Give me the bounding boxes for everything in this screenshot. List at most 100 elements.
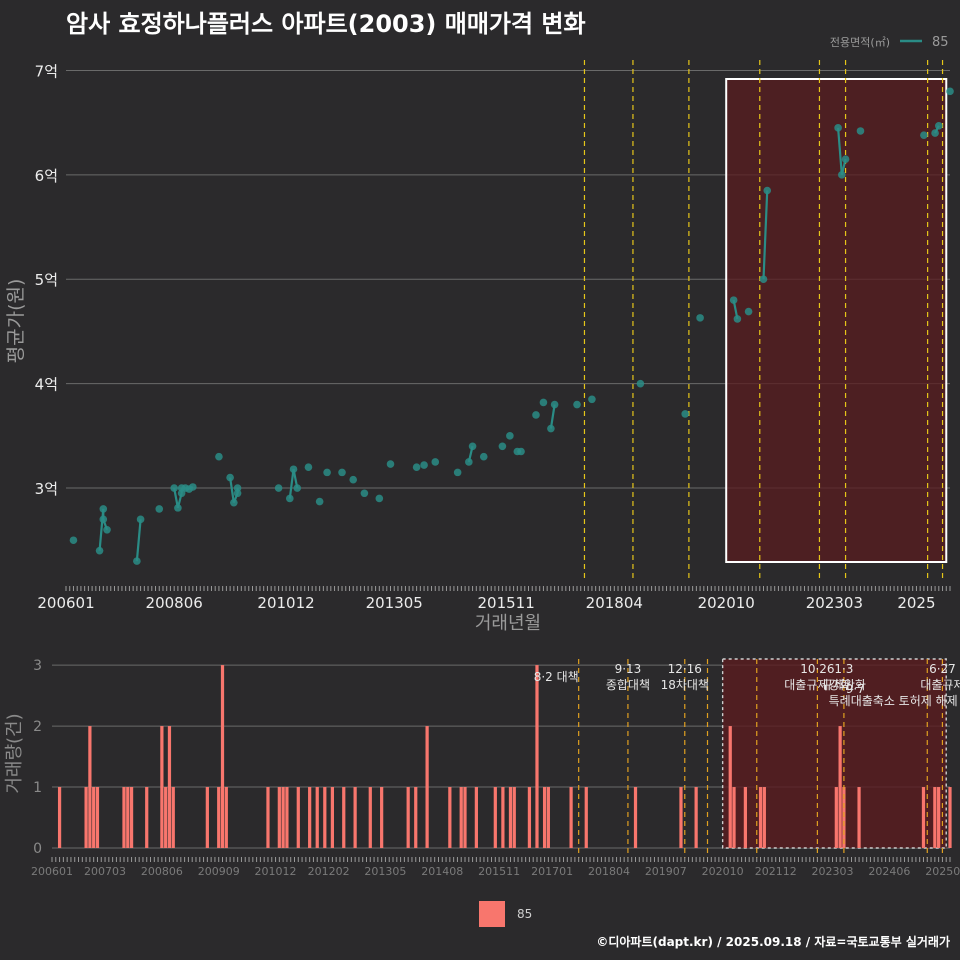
series-segment [762, 190, 769, 280]
volume-bar [296, 787, 300, 848]
data-point [550, 400, 559, 409]
data-point [935, 121, 943, 130]
y-axis-title: 평균가(원) [5, 279, 27, 364]
data-point [931, 129, 939, 137]
bar-x-tick-label: 201408 [421, 865, 463, 878]
bar-y-tick-label: 1 [33, 780, 42, 796]
volume-bar [425, 726, 429, 848]
volume-bar [584, 787, 588, 848]
bar-x-tick-label: 202010 [702, 865, 744, 878]
data-point [506, 432, 514, 440]
volume-bar [277, 787, 281, 848]
policy-annotation: 18차대책 [661, 677, 709, 692]
data-point [386, 460, 395, 468]
volume-bar [842, 787, 846, 848]
volume-bar [266, 787, 270, 848]
data-point [95, 546, 104, 555]
data-point [99, 505, 108, 513]
x-tick-label: 200806 [146, 594, 203, 612]
bottom-legend-label: 85 [517, 907, 533, 921]
data-point [636, 379, 645, 388]
volume-bar [728, 726, 732, 848]
volume-bar [921, 787, 926, 848]
x-tick-label: 201511 [478, 594, 535, 612]
policy-annotation: 종합대책 [606, 677, 650, 692]
data-point [834, 124, 842, 132]
policy-annotation: 8·2 대책 [534, 669, 579, 684]
data-point [744, 307, 753, 316]
volume-bar [315, 787, 319, 848]
data-point [498, 442, 507, 451]
bar-x-tick-label: 201701 [531, 865, 573, 878]
volume-bar [342, 787, 346, 848]
volume-bar [368, 787, 372, 848]
volume-bar [508, 787, 513, 848]
y-tick-label: 3억 [35, 480, 58, 498]
volume-bar [743, 787, 748, 848]
highlight-period-box [725, 78, 948, 563]
legend-series-label: 85 [932, 35, 949, 50]
data-point [360, 489, 369, 498]
policy-annotation: 특례대출축소 토허제 해제 [829, 694, 958, 708]
data-point [315, 497, 324, 506]
bar-y-axis-title: 거래량(건) [4, 713, 25, 793]
bottom-legend-swatch [479, 901, 505, 927]
x-tick-label: 202303 [806, 594, 863, 612]
data-point [733, 315, 742, 323]
bar-x-tick-label: 201012 [255, 865, 297, 878]
y-tick-label: 4억 [35, 376, 58, 394]
bar-x-tick-label: 201804 [588, 865, 630, 878]
data-point [293, 484, 302, 492]
policy-annotation: 12·16 [668, 662, 702, 676]
volume-bar [937, 787, 941, 848]
volume-bar [758, 787, 763, 848]
policy-annotation: 10·26 [800, 662, 834, 676]
y-tick-label: 6억 [35, 167, 58, 185]
data-point [323, 468, 331, 477]
legend-title: 전용면적(㎡) [830, 36, 890, 49]
volume-bar [762, 787, 766, 848]
data-point [420, 461, 428, 469]
data-point [412, 463, 421, 471]
volume-bar [834, 787, 838, 848]
data-point [338, 468, 346, 477]
bar-y-tick-label: 2 [33, 719, 42, 735]
data-point [856, 127, 865, 135]
y-tick-label: 5억 [35, 271, 58, 289]
policy-annotation: 9·13 [615, 662, 642, 676]
volume-bar [308, 787, 312, 848]
volume-bar [217, 787, 221, 848]
bottom-legend: 85 [479, 901, 532, 927]
volume-bar [501, 787, 505, 848]
data-point [189, 483, 197, 491]
volume-bar [380, 787, 384, 848]
volume-bar [205, 787, 209, 848]
bar-y-tick-label: 0 [33, 841, 42, 857]
data-point [375, 494, 384, 503]
bar-x-tick-label: 200909 [198, 865, 240, 878]
bar-x-tick-label: 202112 [755, 865, 797, 878]
data-point [696, 314, 704, 322]
data-point [233, 489, 242, 498]
data-point [431, 458, 440, 466]
volume-bar [694, 787, 698, 848]
data-point [170, 484, 178, 492]
volume-bar [323, 787, 327, 848]
data-point [539, 398, 548, 407]
data-point [838, 171, 846, 179]
volume-bar [512, 787, 516, 848]
data-point [349, 475, 358, 484]
policy-annotation: 9·7 [846, 682, 865, 696]
data-point [69, 536, 78, 545]
data-point [468, 442, 477, 451]
volume-bar [88, 726, 92, 848]
data-point [588, 395, 596, 404]
volume-bar [285, 787, 289, 848]
data-point [304, 463, 313, 471]
policy-annotation: 규제완화 [822, 678, 866, 692]
data-point [133, 557, 141, 565]
data-point [759, 275, 768, 284]
bar-x-tick-label: 202406 [868, 865, 910, 878]
volume-bar [474, 787, 478, 848]
